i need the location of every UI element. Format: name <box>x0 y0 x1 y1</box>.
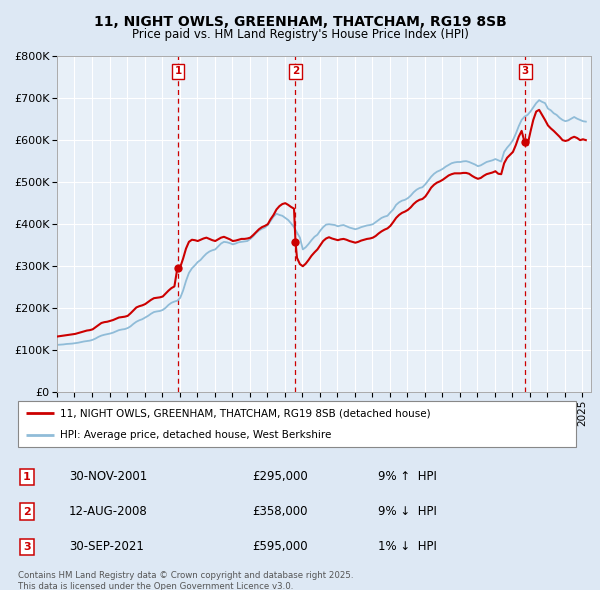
Text: 3: 3 <box>521 66 529 76</box>
FancyBboxPatch shape <box>18 401 576 447</box>
Text: 30-NOV-2001: 30-NOV-2001 <box>69 470 147 483</box>
Text: 1: 1 <box>23 472 31 481</box>
Text: 1: 1 <box>175 66 182 76</box>
Text: 11, NIGHT OWLS, GREENHAM, THATCHAM, RG19 8SB: 11, NIGHT OWLS, GREENHAM, THATCHAM, RG19… <box>94 15 506 29</box>
Text: £295,000: £295,000 <box>252 470 308 483</box>
Text: Price paid vs. HM Land Registry's House Price Index (HPI): Price paid vs. HM Land Registry's House … <box>131 28 469 41</box>
Text: 30-SEP-2021: 30-SEP-2021 <box>69 540 144 553</box>
Text: HPI: Average price, detached house, West Berkshire: HPI: Average price, detached house, West… <box>60 430 331 440</box>
Text: 2: 2 <box>23 507 31 516</box>
Text: 9% ↑  HPI: 9% ↑ HPI <box>378 470 437 483</box>
Text: 12-AUG-2008: 12-AUG-2008 <box>69 505 148 518</box>
Text: 11, NIGHT OWLS, GREENHAM, THATCHAM, RG19 8SB (detached house): 11, NIGHT OWLS, GREENHAM, THATCHAM, RG19… <box>60 408 430 418</box>
Text: Contains HM Land Registry data © Crown copyright and database right 2025.
This d: Contains HM Land Registry data © Crown c… <box>18 571 353 590</box>
Text: 2: 2 <box>292 66 299 76</box>
Text: 9% ↓  HPI: 9% ↓ HPI <box>378 505 437 518</box>
Text: £358,000: £358,000 <box>252 505 308 518</box>
Text: 3: 3 <box>23 542 31 552</box>
Text: £595,000: £595,000 <box>252 540 308 553</box>
Text: 1% ↓  HPI: 1% ↓ HPI <box>378 540 437 553</box>
